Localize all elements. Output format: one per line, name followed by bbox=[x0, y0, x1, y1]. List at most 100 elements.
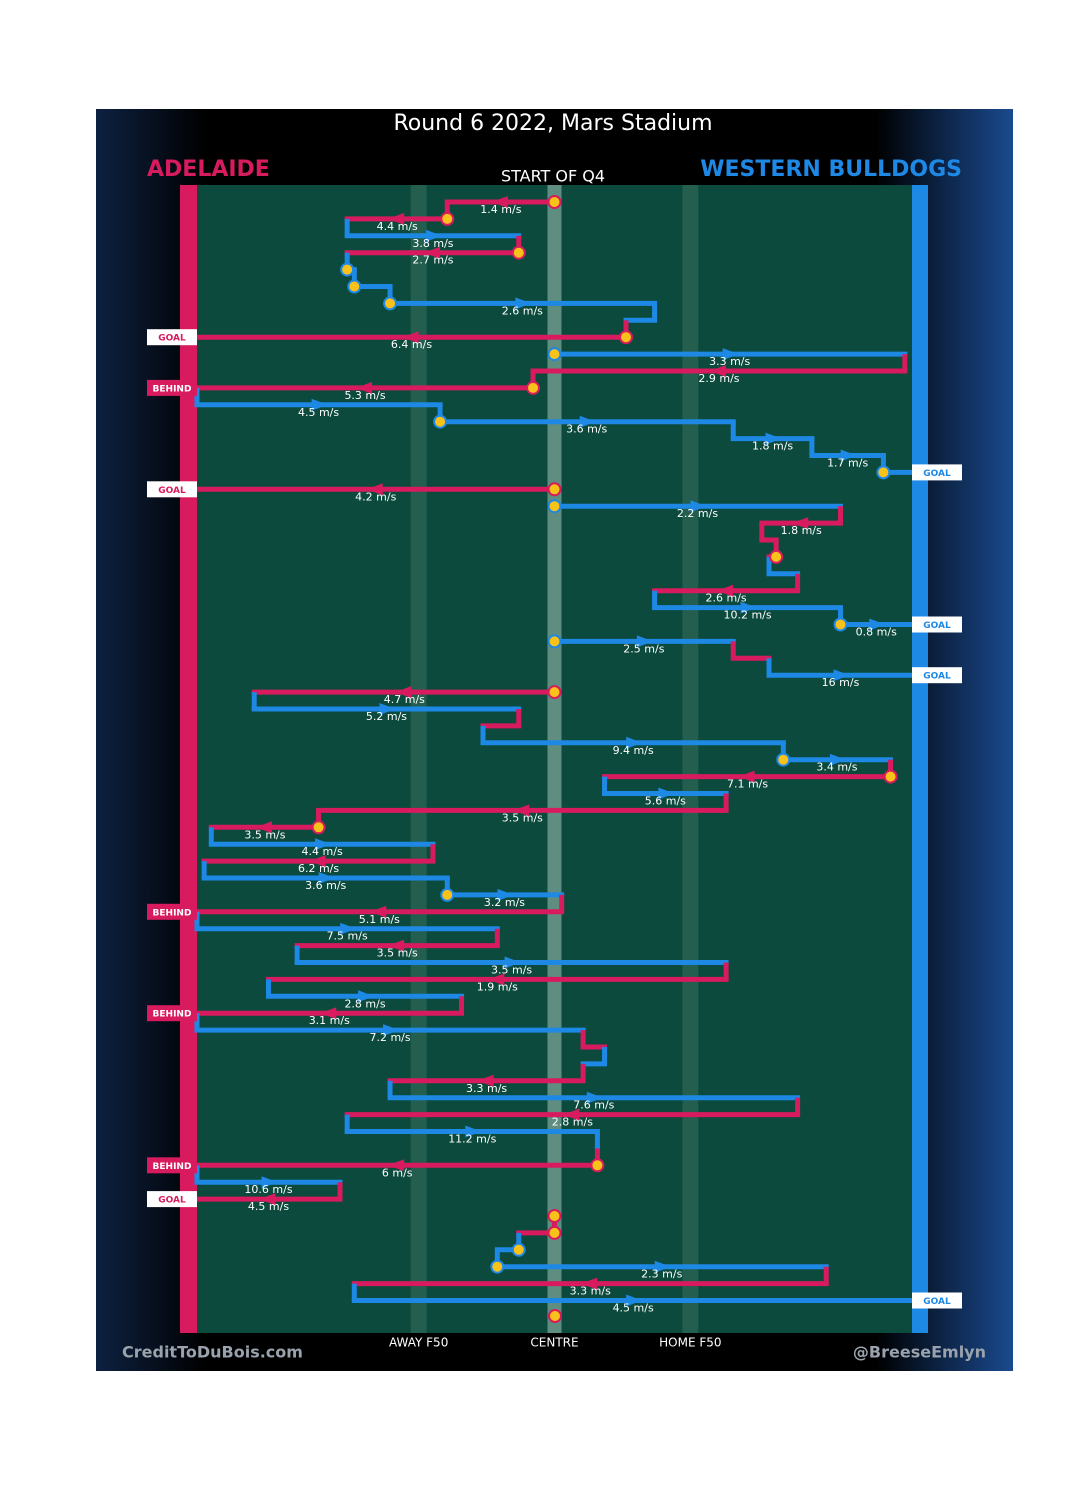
speed-label: 3.5 m/s bbox=[377, 947, 418, 960]
speed-label: 3.2 m/s bbox=[484, 896, 525, 909]
stoppage bbox=[433, 414, 448, 429]
speed-label: 7.5 m/s bbox=[327, 930, 368, 943]
arrow bbox=[259, 1193, 276, 1206]
result-box bbox=[147, 1191, 197, 1208]
stoppage bbox=[590, 1158, 605, 1173]
tick-band bbox=[682, 185, 699, 1333]
speed-label: 1.7 m/s bbox=[827, 457, 868, 470]
speed-label: 3.6 m/s bbox=[305, 879, 346, 892]
result-label: GOAL bbox=[923, 469, 951, 479]
stoppage bbox=[440, 211, 455, 226]
stoppage bbox=[547, 634, 562, 649]
stoppage bbox=[619, 330, 633, 345]
speed-label: 3.3 m/s bbox=[570, 1285, 611, 1298]
speed-label: 2.8 m/s bbox=[344, 997, 385, 1010]
result-box bbox=[147, 1005, 197, 1022]
arrow bbox=[488, 973, 505, 986]
speed-label: 6 m/s bbox=[382, 1166, 413, 1179]
result-label: BEHIND bbox=[153, 908, 192, 918]
speed-label: 5.1 m/s bbox=[359, 913, 400, 926]
arrow bbox=[320, 1007, 337, 1020]
result-box bbox=[912, 464, 962, 481]
arrow bbox=[388, 1159, 405, 1172]
stoppage bbox=[347, 279, 362, 294]
speed-label: 16 m/s bbox=[822, 676, 860, 689]
speed-label: 5.6 m/s bbox=[645, 795, 686, 808]
result-label: GOAL bbox=[158, 486, 186, 496]
stoppage bbox=[776, 752, 791, 767]
x-tick-label: HOME F50 bbox=[659, 1336, 721, 1350]
arrow bbox=[423, 246, 440, 259]
speed-label: 3.3 m/s bbox=[709, 355, 750, 368]
arrow bbox=[586, 1091, 603, 1104]
speed-label: 2.2 m/s bbox=[677, 507, 718, 520]
speed-label: 3.4 m/s bbox=[816, 761, 857, 774]
arrow bbox=[388, 212, 405, 225]
result-label: BEHIND bbox=[153, 1162, 192, 1172]
x-tick-label: CENTRE bbox=[530, 1336, 578, 1350]
arrow bbox=[370, 905, 387, 918]
result-box bbox=[147, 379, 197, 396]
speed-label: 6.2 m/s bbox=[298, 862, 339, 875]
arrow bbox=[425, 229, 442, 242]
arrow bbox=[709, 365, 726, 377]
speed-label: 4.5 m/s bbox=[613, 1302, 654, 1315]
home-team: WESTERN BULLDOGS bbox=[700, 157, 962, 182]
speed-label: 7.6 m/s bbox=[573, 1099, 614, 1112]
result-box bbox=[147, 481, 197, 498]
speed-label: 2.7 m/s bbox=[412, 254, 453, 267]
arrow bbox=[833, 669, 850, 682]
speed-label: 3.8 m/s bbox=[412, 237, 453, 250]
arrow bbox=[722, 348, 739, 361]
stoppage bbox=[511, 245, 526, 260]
arrow bbox=[356, 381, 373, 394]
arrow bbox=[658, 787, 675, 800]
home-goal-post bbox=[912, 185, 928, 1333]
arrow bbox=[738, 770, 755, 783]
speed-label: 1.4 m/s bbox=[480, 203, 521, 216]
speed-label: 1.8 m/s bbox=[752, 440, 793, 453]
arrow bbox=[315, 838, 332, 851]
arrow bbox=[792, 517, 809, 530]
arrow bbox=[388, 939, 405, 952]
speed-label: 9.4 m/s bbox=[613, 744, 654, 757]
stoppage bbox=[883, 769, 898, 784]
speed-label: 3.3 m/s bbox=[466, 1082, 507, 1095]
arrow bbox=[579, 415, 596, 428]
stoppage bbox=[383, 296, 398, 311]
credit: @BreeseEmlyn bbox=[853, 1343, 986, 1362]
result-label: GOAL bbox=[923, 621, 951, 631]
stoppage bbox=[547, 1209, 562, 1223]
arrow bbox=[255, 821, 272, 834]
speed-label: 5.3 m/s bbox=[344, 389, 385, 402]
speed-label: 3.5 m/s bbox=[491, 964, 532, 977]
arrow bbox=[717, 584, 734, 597]
speed-label: 0.8 m/s bbox=[856, 626, 897, 639]
stoppage bbox=[833, 617, 848, 632]
credit: CreditToDuBois.com bbox=[122, 1343, 303, 1362]
arrow bbox=[497, 888, 514, 901]
stoppage bbox=[876, 465, 891, 480]
arrow bbox=[309, 855, 326, 868]
arrow bbox=[491, 196, 508, 208]
arrow bbox=[504, 956, 521, 969]
speed-label: 4.5 m/s bbox=[248, 1200, 289, 1213]
x-tick-label: AWAY F50 bbox=[389, 1336, 448, 1350]
arrow bbox=[636, 635, 653, 648]
speed-label: 6.4 m/s bbox=[391, 338, 432, 351]
arrow bbox=[563, 1108, 580, 1121]
tick-band bbox=[547, 185, 562, 1333]
subtitle: START OF Q4 bbox=[501, 167, 605, 186]
away-team: ADELAIDE bbox=[147, 157, 270, 182]
speed-label: 4.4 m/s bbox=[302, 845, 343, 858]
arrow bbox=[477, 1074, 494, 1087]
arrow bbox=[740, 601, 757, 614]
stoppage bbox=[511, 1242, 526, 1257]
speed-label: 2.6 m/s bbox=[502, 304, 543, 317]
arrow bbox=[513, 804, 530, 817]
speed-label: 2.9 m/s bbox=[698, 372, 739, 385]
speed-label: 2.6 m/s bbox=[706, 592, 747, 605]
speed-label: 4.2 m/s bbox=[355, 490, 396, 503]
result-box bbox=[912, 1292, 962, 1309]
